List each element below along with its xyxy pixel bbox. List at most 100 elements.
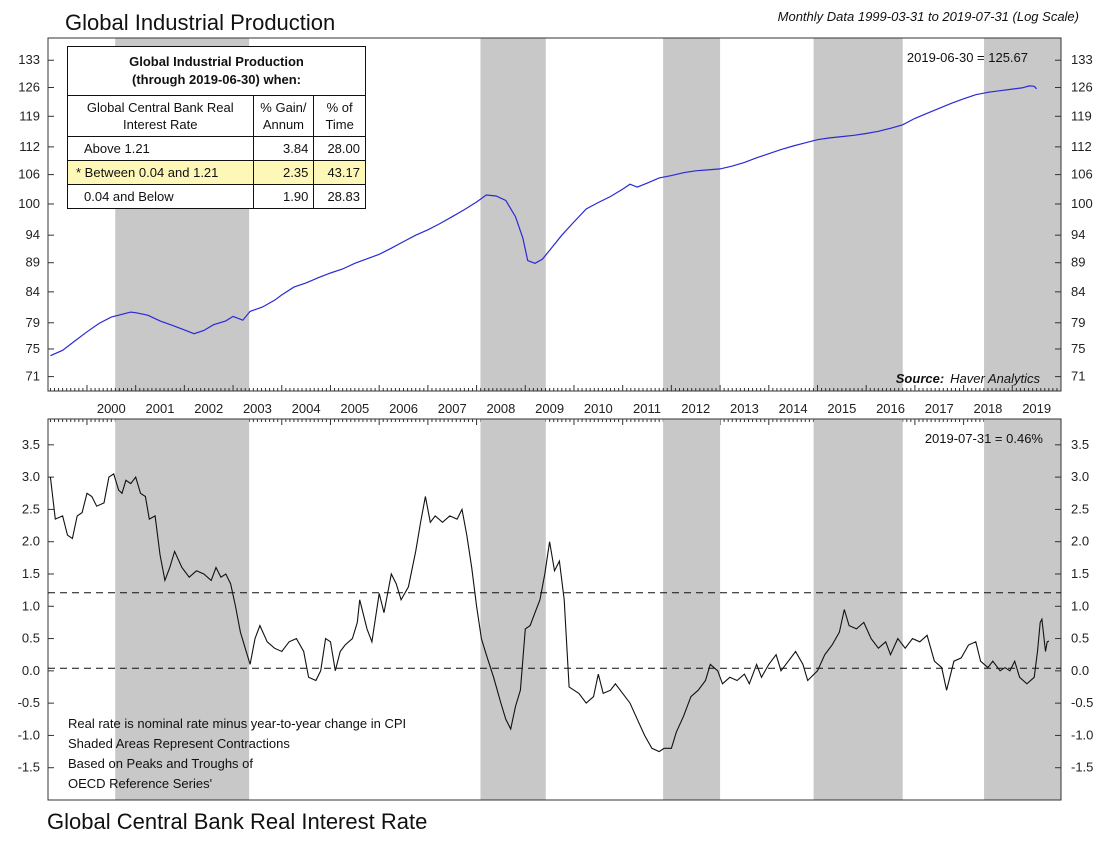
bottom-shade-band bbox=[813, 419, 903, 800]
y-tick-label: 79 bbox=[26, 315, 40, 330]
y-tick-label: 84 bbox=[1071, 284, 1085, 299]
y-tick-label: 2.5 bbox=[1071, 501, 1089, 516]
table-row: 0.04 and Below 1.90 28.83 bbox=[67, 184, 366, 209]
y-tick-label: 133 bbox=[1071, 52, 1093, 67]
col-header-rate-line-1: Global Central Bank Real bbox=[86, 100, 234, 115]
x-tick-label: 2010 bbox=[584, 401, 613, 416]
bottom-y-axis-ticks: -1.5 -1.5 -1.0 -1.0 -0.5 -0.5 0.0 0.0 0.5 0.5 1.0 1… bbox=[18, 437, 1094, 775]
col-header-gain-line-1: % Gain/ bbox=[260, 100, 307, 115]
y-tick-label: 3.5 bbox=[22, 437, 40, 452]
y-tick-label: 126 bbox=[1071, 79, 1093, 94]
table-title-line-1: Global Industrial Production bbox=[129, 54, 304, 69]
ip-series-line bbox=[50, 85, 1038, 357]
x-tick-label: 2012 bbox=[681, 401, 710, 416]
table-title-row: Global Industrial Production (through 20… bbox=[67, 46, 366, 96]
y-tick-label: 112 bbox=[1071, 139, 1092, 154]
row-label: 0.04 and Below bbox=[67, 184, 254, 209]
bottom-plot-frame bbox=[47, 418, 1062, 801]
y-tick-label: -0.5 bbox=[1071, 695, 1093, 710]
y-tick-label: 75 bbox=[1071, 341, 1085, 356]
table-row: Above 1.21 3.84 28.00 bbox=[67, 136, 366, 161]
x-tick-label: 2000 bbox=[97, 401, 126, 416]
y-tick-label: 89 bbox=[1071, 255, 1085, 270]
y-tick-label: 100 bbox=[1071, 196, 1093, 211]
y-tick-label: 2.0 bbox=[1071, 534, 1089, 549]
y-tick-label: 1.0 bbox=[1071, 598, 1089, 613]
top-shade-band bbox=[984, 38, 1061, 391]
y-tick-label: 71 bbox=[26, 369, 40, 384]
y-tick-label: 3.5 bbox=[1071, 437, 1089, 452]
row-gain: 3.84 bbox=[252, 136, 315, 161]
x-tick-label: 2013 bbox=[730, 401, 759, 416]
y-tick-label: 3.0 bbox=[22, 469, 40, 484]
y-tick-label: 106 bbox=[18, 167, 40, 182]
bottom-shade-band bbox=[480, 419, 546, 800]
y-tick-label: 100 bbox=[18, 196, 40, 211]
top-shaded-contractions bbox=[115, 38, 1061, 391]
y-tick-label: 0.5 bbox=[1071, 631, 1089, 646]
ip-stats-table: Global Industrial Production (through 20… bbox=[67, 46, 366, 209]
note-line-4: OECD Reference Series' bbox=[68, 776, 212, 791]
col-header-rate: Global Central Bank Real Interest Rate bbox=[67, 95, 254, 137]
y-tick-label: 94 bbox=[1071, 227, 1085, 242]
y-tick-label: -1.5 bbox=[18, 760, 40, 775]
x-tick-label: 2001 bbox=[146, 401, 175, 416]
x-tick-label: 2019 bbox=[1022, 401, 1051, 416]
y-tick-label: 94 bbox=[26, 227, 40, 242]
note-line-3: Based on Peaks and Troughs of bbox=[68, 756, 253, 771]
rate-series-line bbox=[49, 473, 1050, 753]
x-tick-label: 2002 bbox=[194, 401, 223, 416]
x-tick-label: 2003 bbox=[243, 401, 272, 416]
y-tick-label: 2.0 bbox=[22, 534, 40, 549]
row-time: 28.83 bbox=[313, 184, 366, 209]
row-label: * Between 0.04 and 1.21 bbox=[67, 160, 254, 185]
table-title-line-2: (through 2019-06-30) when: bbox=[131, 72, 302, 87]
table-title: Global Industrial Production (through 20… bbox=[67, 46, 366, 96]
top-shade-band bbox=[813, 38, 903, 391]
note-line-2: Shaded Areas Represent Contractions bbox=[68, 736, 290, 751]
col-header-gain-line-2: Annum bbox=[262, 117, 305, 132]
y-tick-label: 1.5 bbox=[22, 566, 40, 581]
y-tick-label: 0.0 bbox=[22, 663, 40, 678]
y-tick-label: 84 bbox=[26, 284, 40, 299]
top-chart-subtitle: Monthly Data 1999-03-31 to 2019-07-31 (L… bbox=[778, 9, 1079, 24]
top-y-axis-ticks: 71 71 75 75 79 79 84 84 89 89 94 94 100 100 106 106 112 1… bbox=[18, 52, 1092, 383]
y-tick-label: 0.5 bbox=[22, 631, 40, 646]
y-tick-label: 119 bbox=[1071, 108, 1092, 123]
col-header-time-line-2: Time bbox=[325, 117, 354, 132]
y-tick-label: 71 bbox=[1071, 369, 1085, 384]
row-time: 43.17 bbox=[313, 160, 366, 185]
y-tick-label: 1.5 bbox=[1071, 566, 1089, 581]
bottom-shaded-contractions bbox=[115, 419, 1061, 800]
bottom-shade-band bbox=[663, 419, 721, 800]
y-tick-label: 133 bbox=[18, 52, 40, 67]
row-time: 28.00 bbox=[313, 136, 366, 161]
y-tick-label: 75 bbox=[26, 341, 40, 356]
note-line-1: Real rate is nominal rate minus year-to-… bbox=[68, 716, 406, 731]
top-shade-band bbox=[480, 38, 546, 391]
x-tick-label: 2017 bbox=[925, 401, 954, 416]
y-tick-label: 126 bbox=[18, 79, 40, 94]
bottom-latest-value: 2019-07-31 = 0.46% bbox=[925, 431, 1044, 446]
x-tick-label: 2007 bbox=[438, 401, 467, 416]
y-tick-label: -1.0 bbox=[18, 727, 40, 742]
x-tick-label: 2005 bbox=[340, 401, 369, 416]
y-tick-label: 119 bbox=[19, 108, 40, 123]
y-tick-label: -1.0 bbox=[1071, 727, 1093, 742]
top-plot-frame bbox=[47, 37, 1062, 392]
y-tick-label: 2.5 bbox=[22, 501, 40, 516]
y-tick-label: -1.5 bbox=[1071, 760, 1093, 775]
top-latest-value: 2019-06-30 = 125.67 bbox=[907, 50, 1028, 65]
y-tick-label: 79 bbox=[1071, 315, 1085, 330]
y-tick-label: 106 bbox=[1071, 167, 1093, 182]
y-tick-label: 1.0 bbox=[22, 598, 40, 613]
top-chart-title: Global Industrial Production bbox=[65, 10, 335, 35]
col-header-rate-line-2: Interest Rate bbox=[123, 117, 198, 132]
source-label: Source: bbox=[896, 371, 944, 386]
bottom-chart-title: Global Central Bank Real Interest Rate bbox=[47, 809, 427, 834]
table-header-row: Global Central Bank Real Interest Rate % … bbox=[67, 95, 366, 137]
x-tick-label: 2011 bbox=[633, 401, 661, 416]
row-gain: 1.90 bbox=[252, 184, 315, 209]
